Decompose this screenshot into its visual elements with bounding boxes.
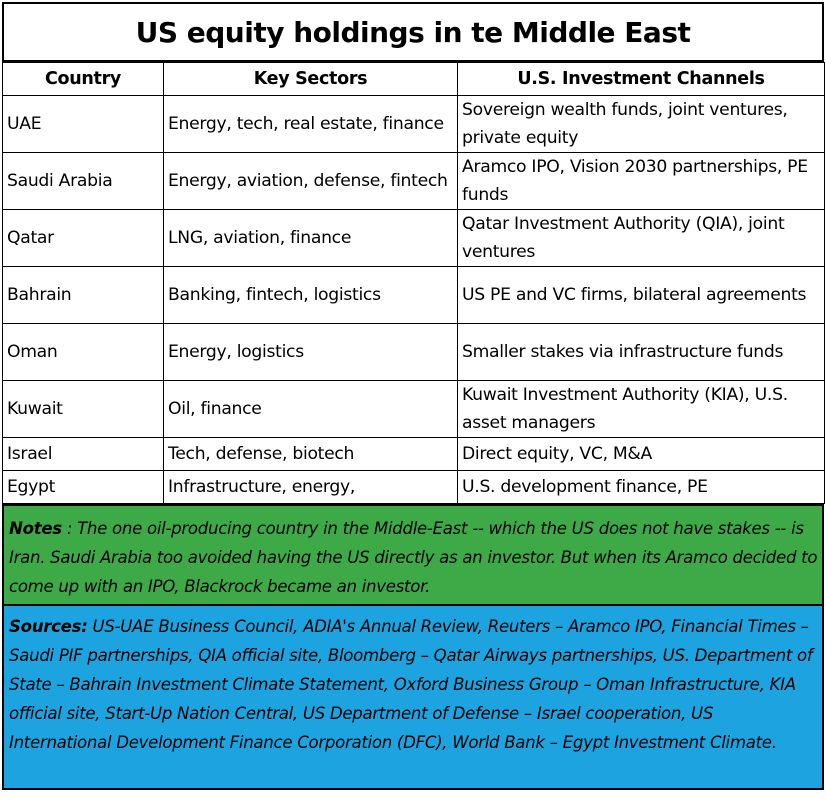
cell-channels: Smaller stakes via infrastructure funds: [457, 323, 825, 381]
cell-country: UAE: [2, 95, 164, 153]
cell-channels: Qatar Investment Authority (QIA), joint …: [457, 209, 825, 267]
sources-text: US-UAE Business Council, ADIA's Annual R…: [9, 617, 813, 752]
cell-channels: Direct equity, VC, M&A: [457, 437, 825, 471]
holdings-sheet: US equity holdings in te Middle East Cou…: [2, 2, 825, 790]
cell-channels: Aramco IPO, Vision 2030 partnerships, PE…: [457, 152, 825, 210]
table-row: Qatar LNG, aviation, finance Qatar Inves…: [2, 209, 825, 267]
cell-channels: U.S. development finance, PE: [457, 470, 825, 504]
cell-country: Oman: [2, 323, 164, 381]
cell-channels: Sovereign wealth funds, joint ventures, …: [457, 95, 825, 153]
holdings-table: Country Key Sectors U.S. Investment Chan…: [2, 62, 825, 504]
notes-label: Notes: [9, 519, 62, 538]
column-header-investment-channels: U.S. Investment Channels: [457, 62, 825, 96]
cell-country: Saudi Arabia: [2, 152, 164, 210]
cell-sectors: Energy, logistics: [163, 323, 458, 381]
page-title: US equity holdings in te Middle East: [2, 2, 824, 62]
column-header-country: Country: [2, 62, 164, 96]
column-header-key-sectors: Key Sectors: [163, 62, 458, 96]
table-header-row: Country Key Sectors U.S. Investment Chan…: [2, 62, 825, 96]
notes-box: Notes : The one oil-producing country in…: [2, 504, 824, 606]
cell-sectors: Banking, fintech, logistics: [163, 266, 458, 324]
cell-sectors: Energy, aviation, defense, fintech: [163, 152, 458, 210]
cell-channels: Kuwait Investment Authority (KIA), U.S. …: [457, 380, 825, 438]
cell-sectors: Infrastructure, energy,: [163, 470, 458, 504]
table-row: Egypt Infrastructure, energy, U.S. devel…: [2, 470, 825, 504]
table-row: Bahrain Banking, fintech, logistics US P…: [2, 266, 825, 324]
table-row: Oman Energy, logistics Smaller stakes vi…: [2, 323, 825, 381]
cell-country: Egypt: [2, 470, 164, 504]
cell-sectors: Energy, tech, real estate, finance: [163, 95, 458, 153]
notes-text: : The one oil-producing country in the M…: [9, 519, 818, 596]
table-row: Israel Tech, defense, biotech Direct equ…: [2, 437, 825, 471]
table-row: Kuwait Oil, finance Kuwait Investment Au…: [2, 380, 825, 438]
cell-country: Qatar: [2, 209, 164, 267]
cell-country: Bahrain: [2, 266, 164, 324]
table-row: UAE Energy, tech, real estate, finance S…: [2, 95, 825, 153]
cell-sectors: Oil, finance: [163, 380, 458, 438]
sources-box: Sources: US-UAE Business Council, ADIA's…: [2, 606, 824, 790]
cell-country: Israel: [2, 437, 164, 471]
cell-sectors: LNG, aviation, finance: [163, 209, 458, 267]
cell-channels: US PE and VC firms, bilateral agreements: [457, 266, 825, 324]
cell-country: Kuwait: [2, 380, 164, 438]
sources-label: Sources:: [9, 617, 88, 636]
cell-sectors: Tech, defense, biotech: [163, 437, 458, 471]
table-row: Saudi Arabia Energy, aviation, defense, …: [2, 152, 825, 210]
